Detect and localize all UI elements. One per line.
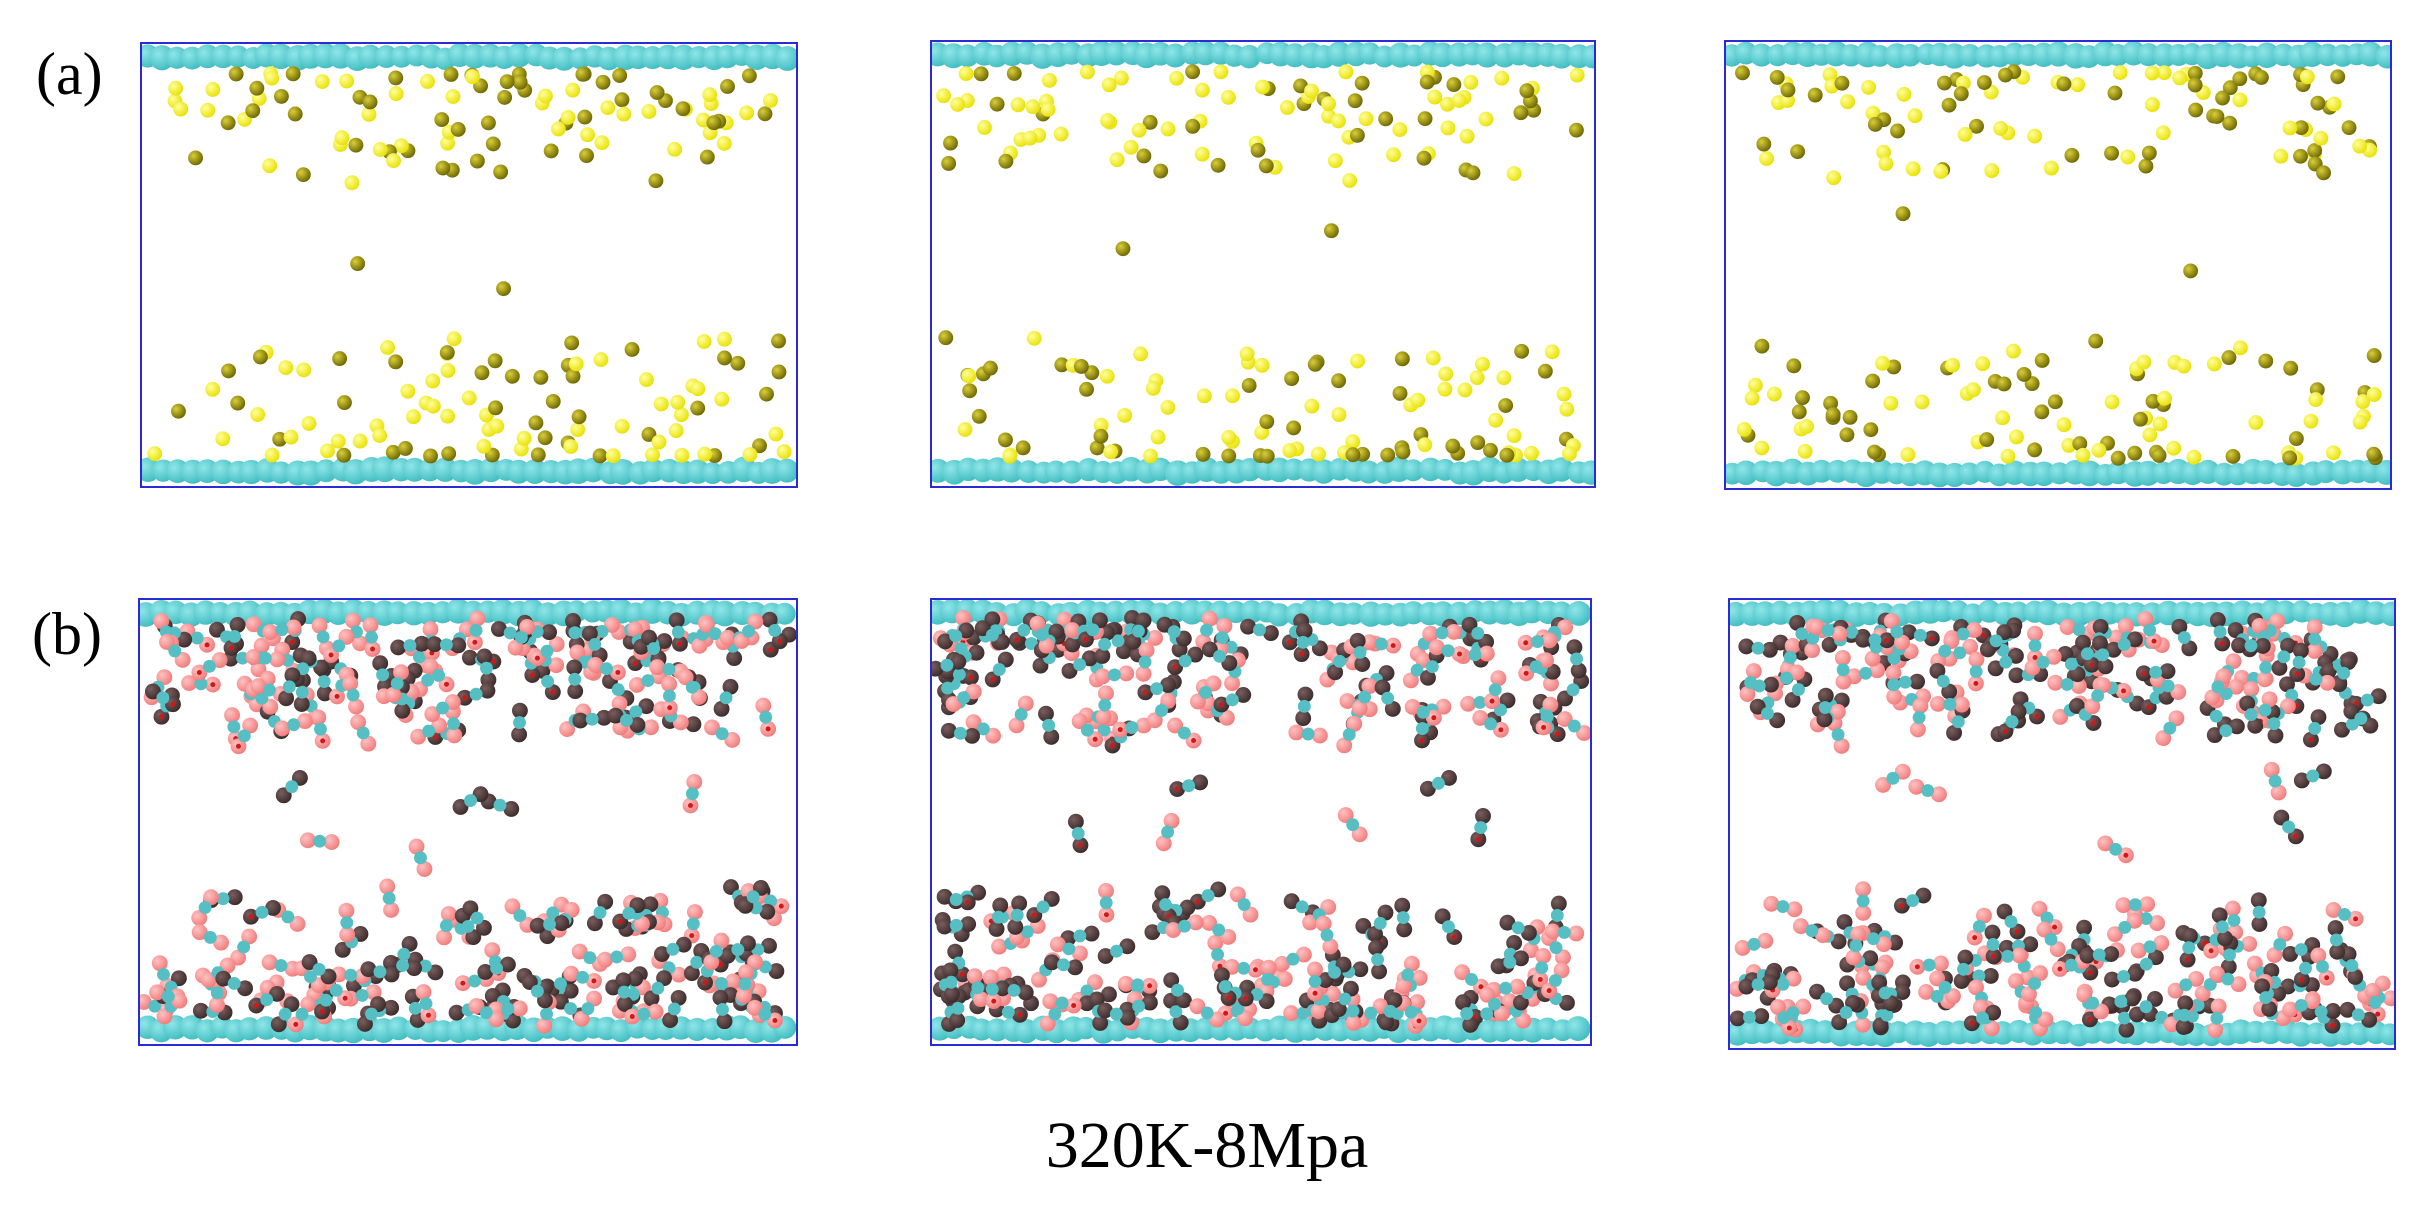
simulation-snapshot-b-3 (1730, 600, 2394, 1048)
panel-b-3 (1728, 598, 2396, 1050)
panel-b-1 (138, 598, 798, 1046)
simulation-snapshot-a-2 (932, 42, 1594, 486)
panel-a-2 (930, 40, 1596, 488)
panel-a-3 (1724, 40, 2392, 490)
simulation-snapshot-b-1 (140, 600, 796, 1044)
panel-b-2 (930, 598, 1592, 1046)
simulation-snapshot-b-2 (932, 600, 1590, 1044)
simulation-snapshot-a-3 (1726, 42, 2390, 488)
row-label-a: (a) (36, 41, 103, 107)
row-label-b: (b) (32, 601, 102, 667)
figure-caption: 320K-8Mpa (1045, 1109, 1369, 1182)
simulation-snapshot-a-1 (142, 44, 796, 486)
panel-a-1 (140, 42, 798, 488)
